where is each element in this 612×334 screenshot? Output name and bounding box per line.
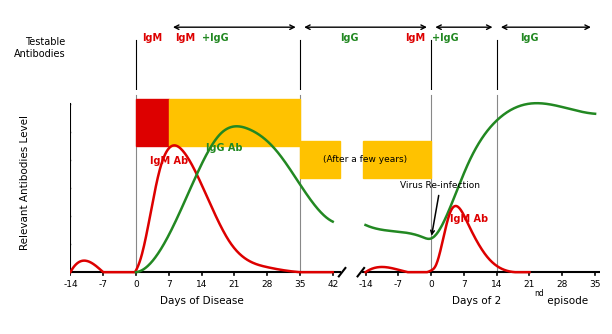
Text: Relevant Antibodies Level: Relevant Antibodies Level	[20, 115, 31, 250]
Text: 14: 14	[196, 280, 207, 289]
Text: nd: nd	[534, 289, 544, 298]
Bar	[363, 141, 431, 178]
Text: -7: -7	[99, 280, 108, 289]
Text: IgM: IgM	[143, 32, 162, 42]
Text: IgG: IgG	[521, 32, 539, 42]
Bar	[169, 99, 300, 146]
Text: IgG: IgG	[340, 32, 359, 42]
Text: Virus Re-infection: Virus Re-infection	[400, 181, 480, 234]
Text: +IgG: +IgG	[202, 32, 229, 42]
Text: 0: 0	[133, 280, 139, 289]
Text: 7: 7	[166, 280, 171, 289]
Bar	[136, 99, 169, 146]
Text: IgM: IgM	[175, 32, 195, 42]
Text: 35: 35	[589, 280, 601, 289]
Text: 21: 21	[229, 280, 240, 289]
Text: 14: 14	[491, 280, 502, 289]
Text: IgM Ab: IgM Ab	[450, 214, 488, 224]
Text: IgM Ab: IgM Ab	[150, 156, 188, 166]
Text: 42: 42	[327, 280, 338, 289]
Bar	[300, 141, 340, 178]
Text: Days of 2: Days of 2	[452, 296, 501, 306]
Text: 28: 28	[261, 280, 273, 289]
Text: Days of Disease: Days of Disease	[160, 296, 244, 306]
Text: 21: 21	[524, 280, 535, 289]
Text: episode: episode	[543, 296, 588, 306]
Text: IgG Ab: IgG Ab	[206, 143, 243, 153]
Text: 35: 35	[294, 280, 305, 289]
Text: 0: 0	[428, 280, 434, 289]
Text: -14: -14	[358, 280, 373, 289]
Text: Testable
Antibodies: Testable Antibodies	[13, 37, 65, 59]
Text: +IgG: +IgG	[431, 32, 458, 42]
Text: IgM: IgM	[405, 32, 425, 42]
Text: (After a few years): (After a few years)	[324, 155, 408, 164]
Text: -14: -14	[63, 280, 78, 289]
Text: -7: -7	[394, 280, 403, 289]
Text: 7: 7	[461, 280, 467, 289]
Text: 28: 28	[556, 280, 568, 289]
